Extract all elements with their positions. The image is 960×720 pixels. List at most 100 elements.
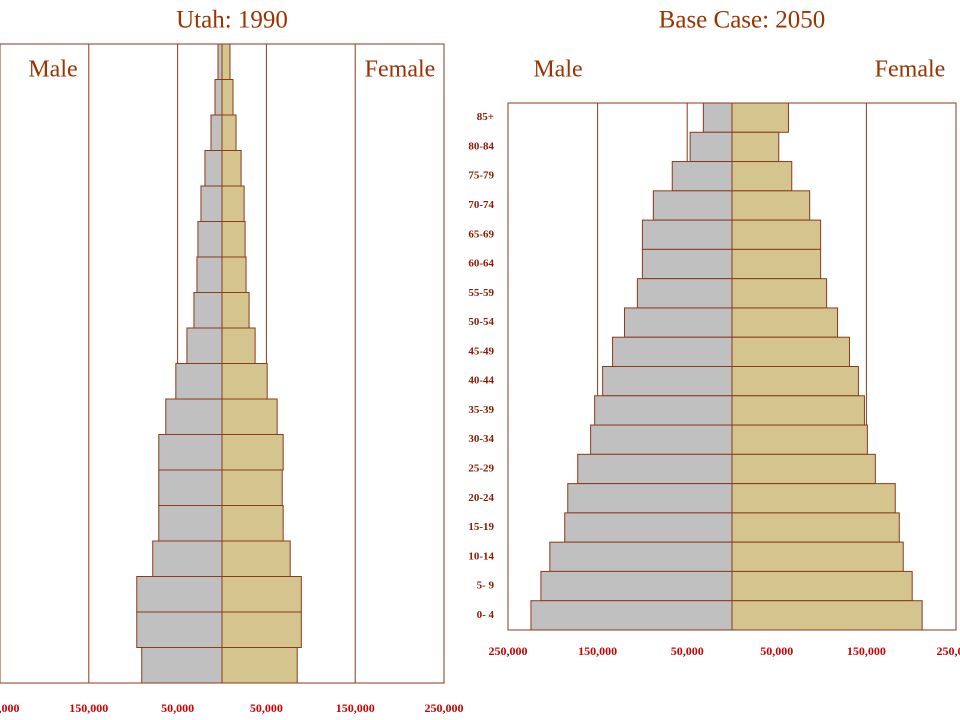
bar	[221, 43, 231, 80]
x-tick-label: 50,000	[250, 701, 283, 715]
x-tick-label: 150,000	[336, 701, 375, 715]
bar	[731, 600, 923, 631]
bar	[540, 570, 733, 602]
bar	[731, 161, 793, 192]
bar	[731, 424, 868, 455]
chart-title: Base Case: 2050	[659, 7, 826, 34]
bar	[702, 102, 733, 133]
bar	[186, 327, 223, 364]
bar	[217, 43, 223, 80]
bar	[221, 114, 237, 151]
y-tick-label: 0- 4	[477, 609, 495, 621]
bar	[221, 292, 250, 329]
y-tick-label: 70-74	[468, 199, 494, 211]
bar	[221, 434, 284, 471]
bar	[671, 161, 733, 192]
legend-label: Male	[28, 57, 77, 83]
x-tick-label: 250,000	[0, 701, 20, 715]
bar	[689, 131, 733, 163]
bar	[221, 327, 256, 364]
x-tick-label: 150,000	[578, 644, 617, 658]
bar	[636, 278, 733, 309]
bar	[221, 611, 302, 648]
bar	[221, 398, 278, 435]
legend-label: Male	[533, 57, 582, 83]
y-tick-label: 15-19	[468, 521, 494, 533]
y-tick-label: 30-34	[468, 433, 494, 445]
pyramid-chart: Base Case: 2050 250,000 150,000 50,000 50,00…	[468, 7, 960, 658]
y-tick-label: 75-79	[468, 170, 494, 182]
bar	[602, 366, 733, 397]
x-tick-label: 250,000	[489, 644, 528, 658]
bar	[731, 131, 780, 163]
bar	[221, 576, 302, 613]
bar	[158, 434, 223, 471]
bar	[731, 248, 822, 280]
bar	[221, 363, 268, 400]
bar	[196, 256, 223, 293]
bar	[731, 541, 904, 572]
y-tick-label: 40-44	[468, 375, 494, 387]
y-tick-label: 35-39	[468, 404, 494, 416]
x-tick-label: 250,000	[937, 644, 960, 658]
plot-frame	[507, 102, 957, 631]
bar	[221, 505, 284, 542]
bar	[731, 366, 859, 397]
bar	[158, 469, 223, 506]
bar	[731, 453, 876, 485]
x-tick-label: 50,000	[161, 701, 194, 715]
bar	[731, 570, 913, 602]
bar	[221, 540, 291, 577]
bar	[731, 219, 822, 250]
bar	[652, 190, 733, 221]
bar	[731, 278, 828, 309]
bar	[214, 79, 223, 116]
bar	[221, 79, 234, 116]
bar	[641, 219, 733, 250]
x-tick-label: 150,000	[847, 644, 886, 658]
y-tick-label: 85+	[477, 111, 494, 123]
bar	[136, 576, 223, 613]
bar	[221, 221, 246, 258]
bar	[594, 395, 733, 426]
y-tick-label: 60-64	[468, 258, 494, 270]
bar	[612, 336, 733, 368]
x-tick-label: 50,000	[671, 644, 704, 658]
bar	[731, 483, 896, 514]
bar	[731, 102, 789, 133]
bar	[165, 398, 223, 435]
legend-label: Female	[875, 57, 946, 83]
bar	[158, 505, 223, 542]
bar	[221, 150, 242, 187]
y-tick-label: 45-49	[468, 345, 494, 357]
bar	[204, 150, 223, 187]
bar	[197, 221, 223, 258]
bar	[221, 185, 245, 222]
y-tick-label: 10-14	[468, 550, 494, 562]
bar	[731, 512, 900, 543]
bar	[623, 307, 733, 338]
chart-title: Utah: 1990	[176, 7, 288, 34]
bar	[549, 541, 733, 572]
bar	[175, 363, 223, 400]
bar	[221, 469, 283, 506]
bar	[193, 292, 223, 329]
legend-label: Female	[365, 57, 436, 83]
bar	[152, 540, 223, 577]
bar	[731, 307, 839, 338]
bar	[530, 600, 733, 631]
y-tick-label: 65-69	[468, 228, 494, 240]
bar	[221, 647, 298, 684]
bar	[564, 512, 733, 543]
bar	[567, 483, 733, 514]
y-tick-label: 20-24	[468, 492, 494, 504]
bar	[731, 336, 850, 368]
bar	[136, 611, 223, 648]
bar	[590, 424, 733, 455]
bar	[641, 248, 733, 280]
bar	[731, 190, 811, 221]
y-tick-label: 80-84	[468, 140, 494, 152]
pyramid-chart: Utah: 1990 250,000 150,000 50,000 50,000 150,…	[0, 7, 464, 715]
